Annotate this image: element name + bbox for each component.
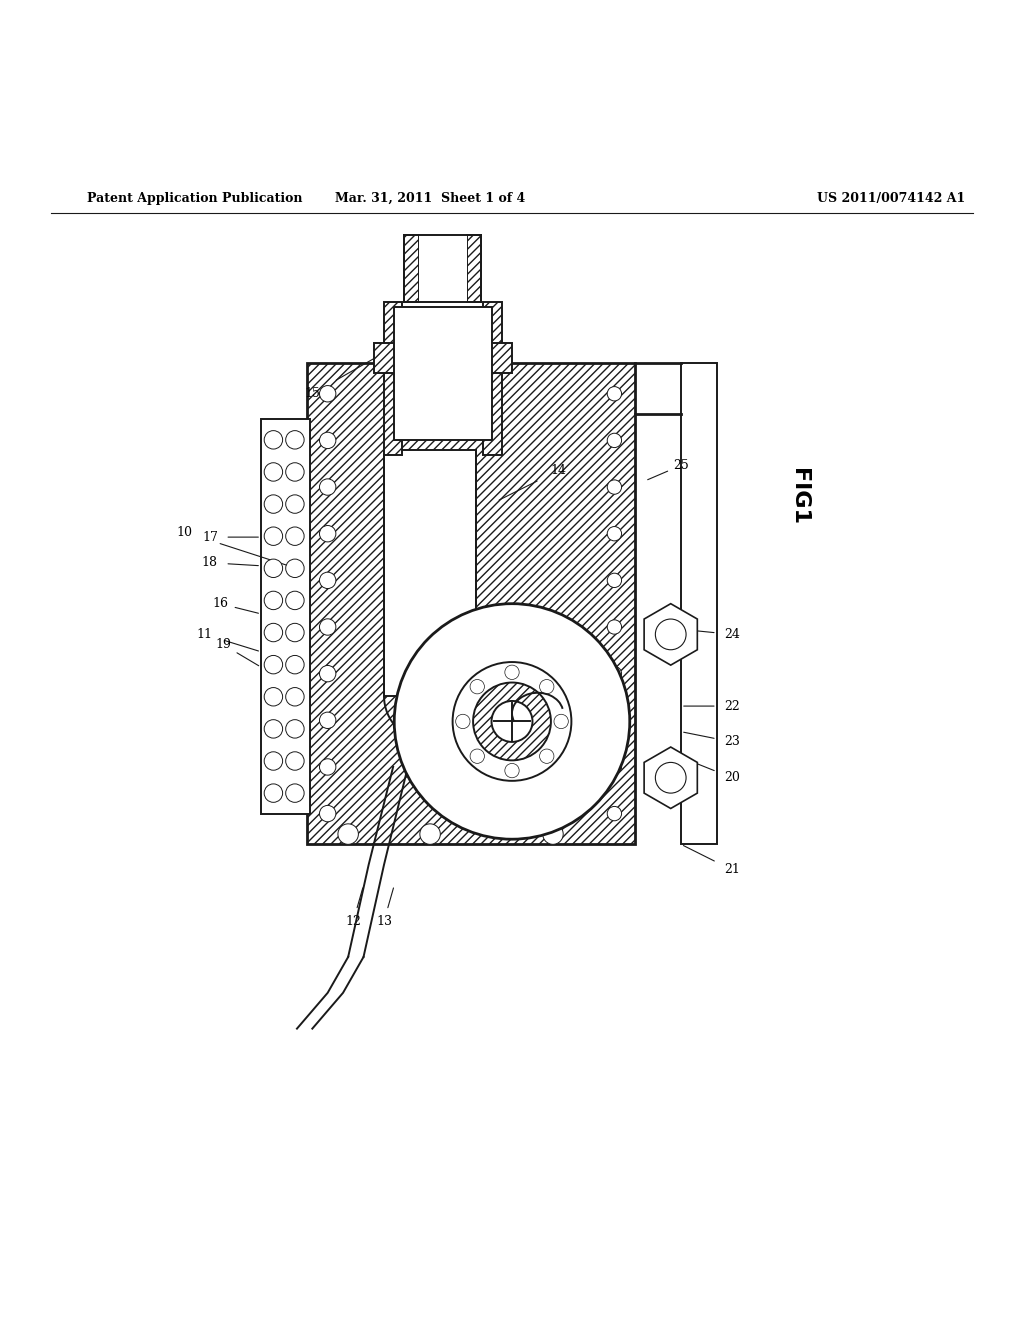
Text: 15: 15 [304, 387, 321, 400]
Bar [483, 301, 502, 455]
Circle shape [264, 591, 283, 610]
Bar [467, 235, 481, 301]
Text: 11: 11 [197, 628, 213, 642]
Text: 21: 21 [724, 863, 740, 876]
Circle shape [286, 463, 304, 482]
Circle shape [319, 385, 336, 403]
Circle shape [264, 656, 283, 675]
Text: 25: 25 [673, 459, 689, 473]
Circle shape [286, 430, 304, 449]
Bar [307, 363, 635, 845]
Text: 20: 20 [724, 771, 740, 784]
Circle shape [319, 805, 336, 822]
Circle shape [453, 663, 571, 781]
Circle shape [264, 688, 283, 706]
Circle shape [492, 701, 532, 742]
Circle shape [420, 824, 440, 845]
Circle shape [607, 667, 622, 681]
Circle shape [264, 463, 283, 482]
Text: 22: 22 [724, 700, 740, 713]
Circle shape [286, 560, 304, 578]
Polygon shape [644, 603, 697, 665]
Bar [384, 450, 476, 696]
Circle shape [470, 748, 484, 763]
Circle shape [264, 495, 283, 513]
Circle shape [607, 433, 622, 447]
Text: 18: 18 [202, 556, 218, 569]
Circle shape [607, 713, 622, 727]
Circle shape [473, 682, 551, 760]
Circle shape [264, 623, 283, 642]
Text: 14: 14 [550, 465, 566, 477]
Polygon shape [644, 747, 697, 808]
Circle shape [607, 573, 622, 587]
Circle shape [286, 784, 304, 803]
Circle shape [607, 807, 622, 821]
Text: Mar. 31, 2011  Sheet 1 of 4: Mar. 31, 2011 Sheet 1 of 4 [335, 191, 525, 205]
Circle shape [286, 752, 304, 770]
Circle shape [540, 748, 554, 763]
Text: 10: 10 [176, 525, 193, 539]
Circle shape [319, 432, 336, 449]
Circle shape [264, 560, 283, 578]
Circle shape [540, 680, 554, 694]
Circle shape [607, 480, 622, 494]
Circle shape [286, 527, 304, 545]
Bar [404, 235, 419, 301]
Circle shape [286, 656, 304, 675]
Circle shape [319, 711, 336, 729]
Circle shape [319, 665, 336, 682]
Circle shape [456, 714, 470, 729]
Circle shape [338, 824, 358, 845]
Text: 19: 19 [215, 638, 231, 651]
Circle shape [394, 603, 630, 840]
Circle shape [264, 719, 283, 738]
Text: FIG1: FIG1 [788, 467, 809, 524]
Circle shape [607, 387, 622, 401]
Text: 13: 13 [376, 915, 392, 928]
Circle shape [286, 591, 304, 610]
Circle shape [264, 752, 283, 770]
Circle shape [505, 763, 519, 777]
Circle shape [418, 668, 442, 693]
Circle shape [655, 763, 686, 793]
Circle shape [505, 665, 519, 680]
Circle shape [319, 525, 336, 543]
Circle shape [319, 759, 336, 775]
Circle shape [607, 620, 622, 634]
Circle shape [319, 572, 336, 589]
Circle shape [264, 430, 283, 449]
Circle shape [554, 714, 568, 729]
Bar [394, 306, 492, 440]
Text: 16: 16 [212, 597, 228, 610]
Bar [261, 420, 310, 813]
Circle shape [264, 784, 283, 803]
Text: 17: 17 [202, 531, 218, 544]
Text: Patent Application Publication: Patent Application Publication [87, 191, 302, 205]
Circle shape [319, 479, 336, 495]
Circle shape [607, 527, 622, 541]
Text: 12: 12 [345, 915, 361, 928]
Circle shape [286, 719, 304, 738]
Circle shape [319, 619, 336, 635]
Circle shape [264, 527, 283, 545]
Text: 24: 24 [724, 628, 740, 642]
Bar [384, 301, 402, 455]
Circle shape [286, 495, 304, 513]
Text: 23: 23 [724, 735, 740, 748]
Text: US 2011/0074142 A1: US 2011/0074142 A1 [817, 191, 965, 205]
Circle shape [543, 824, 563, 845]
Circle shape [607, 760, 622, 774]
Bar [374, 343, 512, 374]
Bar [681, 363, 717, 845]
Bar [419, 235, 467, 301]
Circle shape [286, 623, 304, 642]
Circle shape [655, 619, 686, 649]
Circle shape [286, 688, 304, 706]
Circle shape [470, 680, 484, 694]
